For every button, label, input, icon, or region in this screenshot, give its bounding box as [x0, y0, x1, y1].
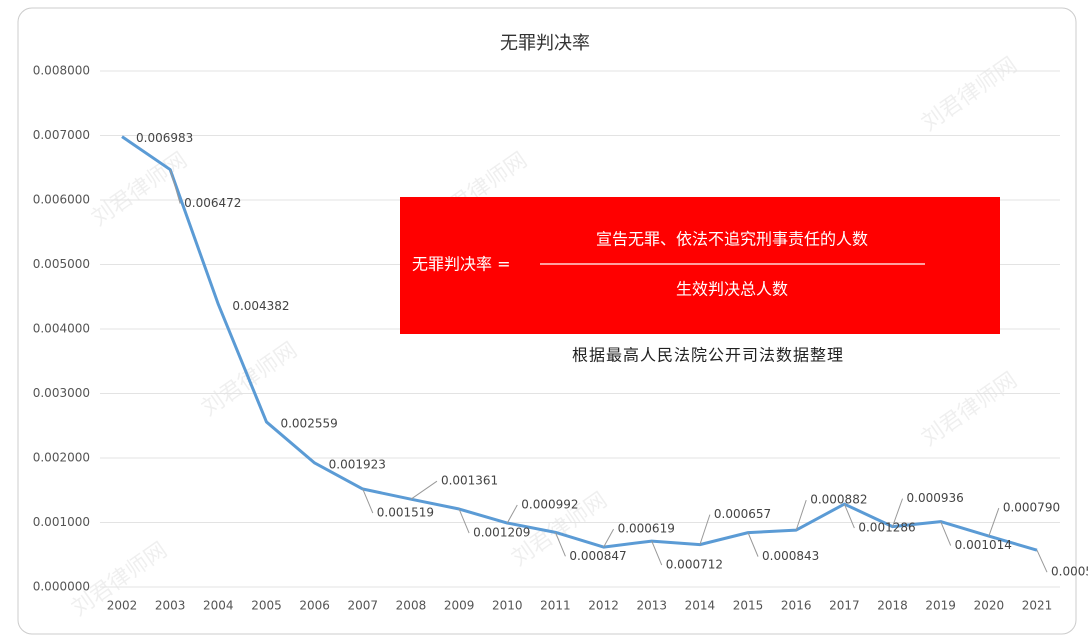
- x-tick-label: 2021: [1022, 599, 1053, 613]
- y-tick-label: 0.004000: [33, 322, 90, 336]
- data-label: 0.004382: [232, 299, 289, 313]
- y-tick-label: 0.006000: [33, 193, 90, 207]
- leader-line: [603, 528, 615, 548]
- data-label: 0.000571: [1051, 565, 1088, 579]
- x-tick-label: 2013: [636, 599, 667, 613]
- x-tick-label: 2011: [540, 599, 571, 613]
- leader-line: [795, 499, 807, 531]
- y-tick-label: 0.007000: [33, 128, 90, 142]
- x-tick-label: 2020: [974, 599, 1005, 613]
- x-tick-label: 2010: [492, 599, 523, 613]
- x-tick-label: 2018: [877, 599, 908, 613]
- leader-line: [506, 504, 518, 524]
- x-tick-label: 2008: [396, 599, 427, 613]
- x-tick-label: 2007: [348, 599, 379, 613]
- data-label: 0.000657: [714, 507, 771, 521]
- x-tick-label: 2019: [925, 599, 956, 613]
- leader-line: [892, 498, 903, 527]
- data-label: 0.000790: [1003, 501, 1060, 515]
- data-label: 0.001014: [955, 538, 1012, 552]
- leader-line: [554, 532, 566, 557]
- numerator: 宣告无罪、依法不追究刑事责任的人数: [596, 230, 868, 249]
- leader-line: [843, 503, 855, 529]
- data-label: 0.001286: [858, 521, 915, 535]
- data-label: 0.001519: [377, 506, 434, 520]
- data-label: 0.001361: [441, 474, 498, 488]
- y-tick-label: 0.008000: [33, 64, 90, 78]
- y-tick-label: 0.001000: [33, 515, 90, 529]
- denominator: 生效判决总人数: [676, 280, 788, 299]
- x-tick-label: 2002: [107, 599, 138, 613]
- x-tick-label: 2009: [444, 599, 475, 613]
- data-label: 0.000712: [666, 558, 723, 572]
- data-label: 0.002559: [280, 416, 337, 430]
- x-tick-label: 2014: [685, 599, 716, 613]
- x-tick-label: 2004: [203, 599, 234, 613]
- leader-line: [1036, 549, 1048, 573]
- x-tick-label: 2012: [588, 599, 619, 613]
- leader-line: [169, 169, 181, 204]
- data-label: 0.000882: [810, 493, 867, 507]
- y-tick-label: 0.002000: [33, 451, 90, 465]
- leader-line: [747, 532, 759, 557]
- data-label: 0.006983: [136, 131, 193, 145]
- data-label: 0.006472: [184, 196, 241, 210]
- formula-box: [400, 197, 1000, 334]
- data-label: 0.000619: [618, 522, 675, 536]
- leader-line: [362, 488, 374, 514]
- data-label: 0.000847: [569, 549, 626, 563]
- leader-line: [940, 521, 952, 546]
- x-tick-label: 2016: [781, 599, 812, 613]
- data-label: 0.000992: [521, 498, 578, 512]
- x-tick-label: 2017: [829, 599, 860, 613]
- leader-line: [988, 507, 1000, 537]
- y-tick-label: 0.003000: [33, 386, 90, 400]
- y-tick-label: 0.000000: [33, 580, 90, 594]
- x-tick-label: 2005: [251, 599, 282, 613]
- data-line: [121, 135, 1038, 552]
- x-tick-label: 2006: [299, 599, 330, 613]
- leader-line: [458, 508, 470, 534]
- source-note: 根据最高人民法院公开司法数据整理: [572, 346, 844, 365]
- x-tick-label: 2003: [155, 599, 186, 613]
- chart-title: 无罪判决率: [500, 33, 590, 54]
- leader-line: [651, 540, 663, 566]
- leader-line: [699, 514, 711, 545]
- data-label: 0.000843: [762, 549, 819, 563]
- formula-left: 无罪判决率 =: [412, 255, 511, 274]
- leader-line: [410, 480, 438, 500]
- data-label: 0.000936: [907, 491, 964, 505]
- data-label: 0.001923: [329, 457, 386, 471]
- x-tick-label: 2015: [733, 599, 764, 613]
- data-label: 0.001209: [473, 526, 530, 540]
- y-tick-label: 0.005000: [33, 257, 90, 271]
